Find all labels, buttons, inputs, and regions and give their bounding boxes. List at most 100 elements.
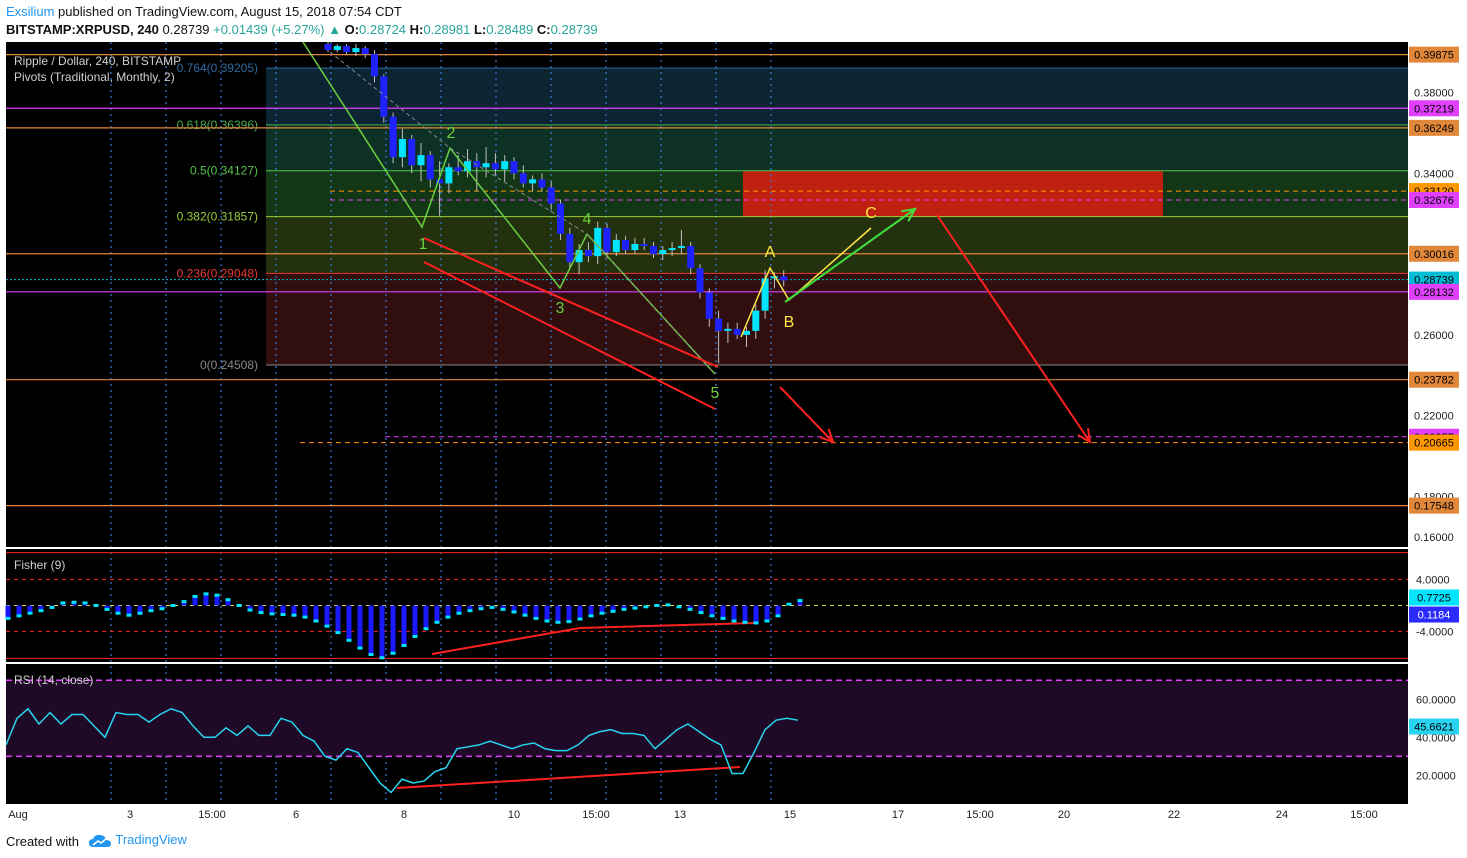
- red-arrow: [779, 386, 834, 443]
- fisher-bar: [258, 605, 264, 613]
- fisher-trigger-mark: [544, 619, 550, 623]
- wave-channel-line: [329, 51, 716, 375]
- fisher-bar: [555, 605, 561, 623]
- fisher-trigger-mark: [148, 609, 154, 613]
- fisher-trigger-mark: [665, 603, 671, 607]
- fisher-tick-label: 4.0000: [1416, 575, 1450, 587]
- time-tick-label: 15:00: [966, 809, 994, 821]
- divergence-line: [423, 237, 719, 368]
- abc-label: A: [765, 244, 776, 261]
- candle-body: [668, 248, 676, 251]
- publish-line: Exsilium published on TradingView.com, A…: [6, 4, 402, 19]
- fisher-trigger-mark: [434, 620, 440, 624]
- fisher-bar: [203, 593, 209, 606]
- author-link[interactable]: Exsilium: [6, 4, 55, 19]
- fisher-trigger-mark: [60, 601, 66, 605]
- fisher-bar: [280, 605, 286, 615]
- fisher-bar: [709, 605, 715, 616]
- fisher-trigger-mark: [357, 646, 363, 650]
- fisher-legend: Fisher (9): [14, 558, 65, 572]
- abc-correction-line: [740, 227, 872, 338]
- fisher-bar: [181, 601, 187, 606]
- time-tick-label: 3: [127, 809, 133, 821]
- candle-body: [491, 163, 499, 170]
- fisher-bar: [797, 600, 803, 606]
- price-tag-text: 0.30016: [1414, 249, 1454, 261]
- time-tick-label: 20: [1058, 809, 1070, 821]
- fisher-trigger-mark: [698, 611, 704, 615]
- price-tag: [1409, 371, 1459, 388]
- time-tick-label: 15:00: [198, 809, 226, 821]
- fisher-trigger-mark: [335, 631, 341, 635]
- fisher-bar: [533, 605, 539, 619]
- price-tag: [1409, 271, 1459, 288]
- fisher-trigger-mark: [82, 601, 88, 605]
- fisher-trigger-mark: [676, 605, 682, 609]
- fisher-trigger-mark: [775, 614, 781, 618]
- time-tick-label: 6: [293, 809, 299, 821]
- rsi-band: [6, 680, 1408, 757]
- price-tag-text: 0.28132: [1414, 287, 1454, 299]
- fisher-trigger-mark: [27, 611, 33, 615]
- fisher-trigger-mark: [555, 620, 561, 624]
- candle-body: [464, 161, 471, 172]
- candle-body: [612, 239, 620, 253]
- low-value: 0.28489: [486, 22, 534, 37]
- fisher-value-tag: [1409, 606, 1459, 623]
- price-tag: [1409, 119, 1459, 136]
- fisher-trigger-mark: [280, 613, 286, 617]
- rsi-divergence-line: [396, 766, 741, 789]
- fisher-bar: [269, 605, 275, 614]
- fisher-trigger-mark: [467, 609, 473, 613]
- fisher-divergence-line: [431, 622, 756, 655]
- abc-label: C: [865, 205, 877, 222]
- fisher-bar: [445, 605, 451, 618]
- fisher-trigger-mark: [423, 627, 429, 631]
- candle-body: [584, 250, 592, 257]
- time-tick-label: 22: [1168, 809, 1180, 821]
- fib-level-label: 0.236(0.29048): [177, 266, 258, 280]
- rsi-value-text: 45.6621: [1414, 722, 1454, 734]
- fisher-trigger-mark: [93, 604, 99, 607]
- time-tick-label: 17: [892, 809, 904, 821]
- candle-body: [770, 276, 778, 279]
- fisher-trigger-mark: [313, 619, 319, 623]
- fisher-bar: [577, 605, 583, 620]
- candle-body: [761, 278, 769, 311]
- time-tick-label: 8: [401, 809, 407, 821]
- wave-label: 4: [583, 211, 592, 228]
- time-axis: [6, 804, 1408, 826]
- wave-label: 5: [711, 385, 720, 402]
- candle-body: [622, 239, 630, 251]
- fisher-bar: [742, 605, 748, 623]
- price-tag: [1409, 283, 1459, 300]
- fisher-bar: [764, 605, 770, 621]
- rsi-legend: RSI (14, close): [14, 673, 93, 687]
- up-arrow-icon: ▲: [328, 22, 341, 37]
- fisher-trigger-mark: [566, 620, 572, 624]
- fisher-trigger-mark: [38, 609, 44, 613]
- price-change: +0.01439 (+5.27%): [213, 22, 325, 37]
- tradingview-link[interactable]: TradingView: [88, 832, 187, 849]
- fisher-bar: [379, 605, 385, 658]
- price-tick-label: 0.38000: [1414, 88, 1454, 100]
- tradingview-brand: TradingView: [115, 832, 187, 847]
- price-tag-text: 0.39875: [1414, 50, 1454, 62]
- fisher-trigger-mark: [511, 610, 517, 614]
- fisher-bar: [302, 605, 308, 618]
- fisher-trigger-mark: [577, 617, 583, 621]
- candle-body: [715, 318, 723, 331]
- price-tag: [1409, 46, 1459, 63]
- fisher-trigger-mark: [379, 656, 385, 660]
- fisher-bar: [423, 605, 429, 629]
- fib-zone: [266, 273, 1408, 366]
- fib-level-label: 0(0.24508): [200, 358, 258, 372]
- fisher-trigger-mark: [489, 605, 495, 609]
- fisher-bar: [566, 605, 572, 622]
- chart-canvas[interactable]: 0.764(0.39205) 0.618(0.36396) 0.5(0.34127)…: [0, 42, 1467, 826]
- fisher-bar: [346, 605, 352, 641]
- fisher-trigger-mark: [126, 613, 132, 617]
- fisher-trigger-mark: [390, 651, 396, 655]
- fisher-bar: [753, 605, 759, 623]
- fisher-trigger-mark: [456, 611, 462, 615]
